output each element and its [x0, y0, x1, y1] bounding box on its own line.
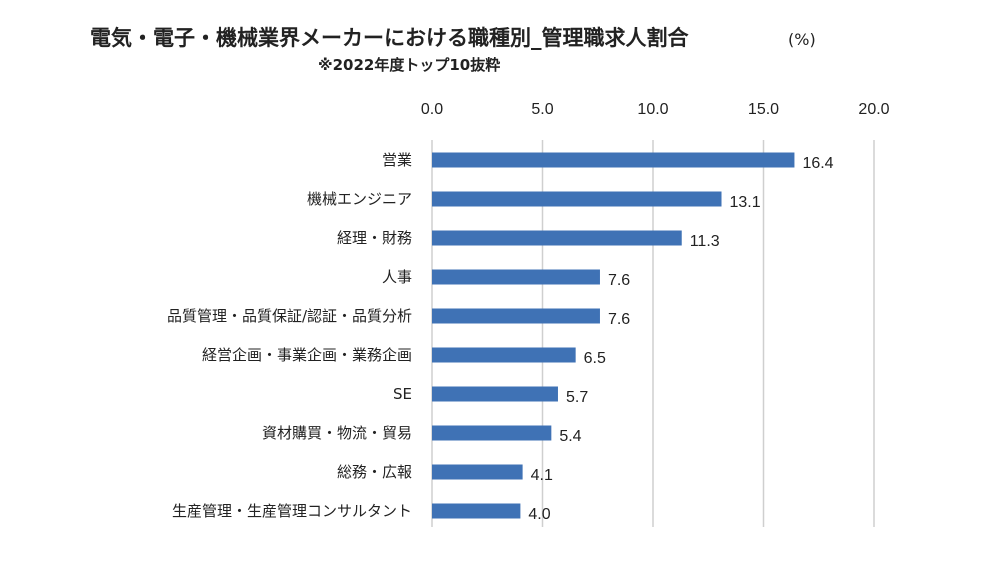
value-label: 4.0 [528, 506, 550, 523]
value-labels: 16.4 13.1 11.3 7.6 7.6 6.5 5.7 5.4 4.1 4.0 [528, 155, 833, 523]
value-label: 4.1 [531, 467, 553, 484]
bar [432, 386, 558, 402]
x-tick-label: 0.0 [421, 101, 443, 118]
bar [432, 425, 552, 441]
category-label: SE [393, 385, 412, 403]
category-label: 品質管理・品質保証/認証・品質分析 [167, 307, 412, 325]
category-label: 生産管理・生産管理コンサルタント [172, 502, 412, 520]
x-axis-ticks: 0.0 5.0 10.0 15.0 20.0 [421, 101, 890, 118]
category-label: 営業 [382, 151, 412, 169]
category-labels: 営業機械エンジニア経理・財務人事品質管理・品質保証/認証・品質分析経営企画・事業… [167, 151, 412, 520]
category-label: 人事 [382, 268, 412, 286]
bar [432, 191, 722, 207]
value-label: 7.6 [608, 272, 630, 289]
x-tick-label: 5.0 [531, 101, 553, 118]
bars [432, 152, 795, 519]
value-label: 5.4 [559, 428, 581, 445]
value-label: 11.3 [690, 233, 720, 250]
x-tick-label: 15.0 [748, 101, 779, 118]
bar [432, 503, 521, 519]
category-label: 総務・広報 [337, 463, 412, 481]
value-label: 16.4 [802, 155, 833, 172]
value-label: 7.6 [608, 311, 630, 328]
x-tick-label: 10.0 [637, 101, 668, 118]
category-label: 経営企画・事業企画・業務企画 [202, 346, 412, 364]
x-tick-label: 20.0 [858, 101, 889, 118]
unit-label: (%) [788, 30, 816, 49]
bar [432, 308, 600, 324]
category-label: 資材購買・物流・貿易 [262, 424, 412, 442]
value-label: 6.5 [584, 350, 606, 367]
chart-subtitle: ※2022年度トップ10抜粋 [318, 56, 501, 74]
chart-title: 電気・電子・機械業界メーカーにおける職種別_管理職求人割合 [90, 26, 689, 50]
value-label: 13.1 [730, 194, 761, 211]
bar [432, 347, 576, 363]
bar [432, 152, 795, 168]
value-label: 5.7 [566, 389, 588, 406]
category-label: 機械エンジニア [307, 190, 412, 208]
bar [432, 269, 600, 285]
bar [432, 230, 682, 246]
category-label: 経理・財務 [337, 229, 412, 247]
bar [432, 464, 523, 480]
